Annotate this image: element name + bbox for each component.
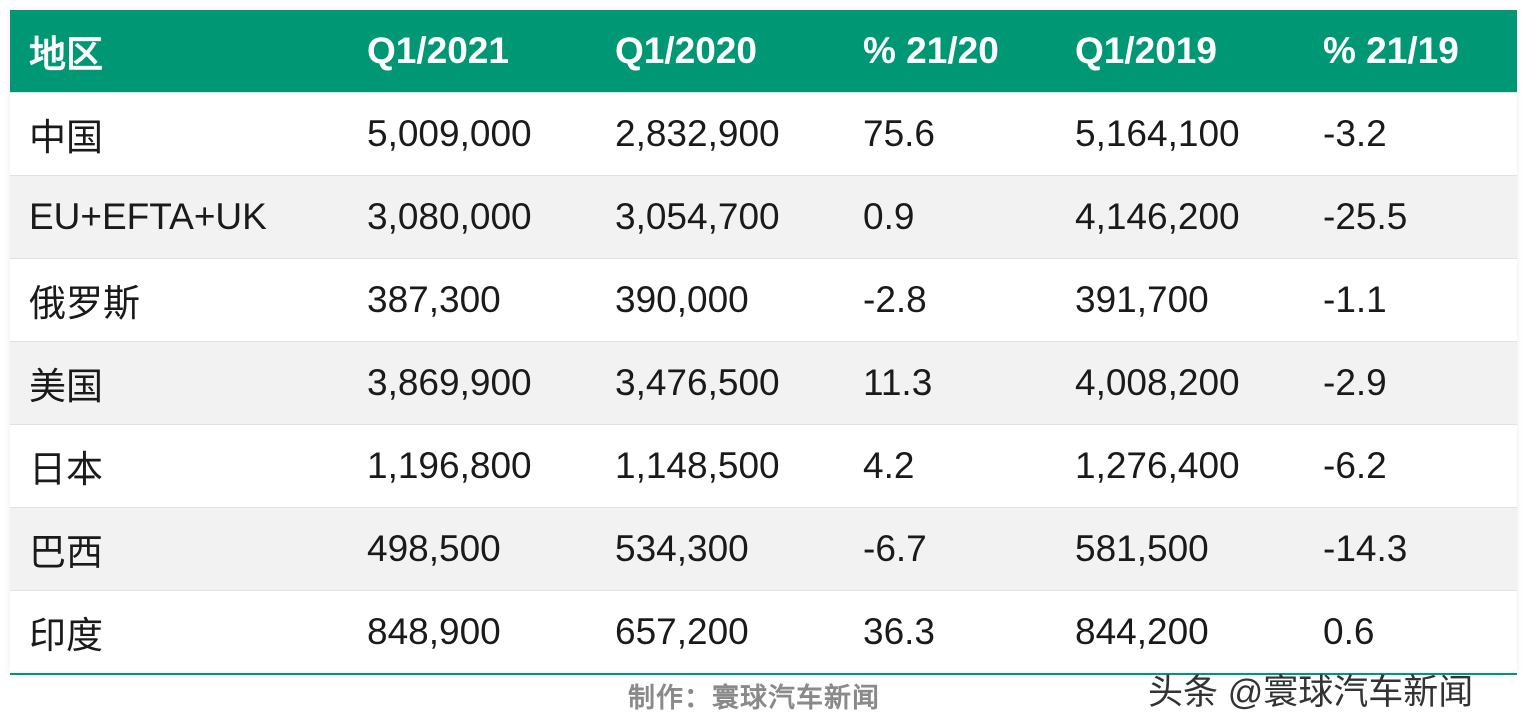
cell-q1-2020: 3,054,700 (615, 175, 863, 259)
header-cell-q1-2021: Q1/2021 (367, 30, 509, 71)
cell-pct-21-20: 11.3 (863, 341, 1075, 425)
sales-table: 地区 Q1/2021 Q1/2020 % 21/20 Q1/2019 % 21/… (10, 10, 1517, 675)
cell-q1-2021: 3,080,000 (367, 175, 615, 259)
cell-q1-2019: 5,164,100 (1075, 92, 1323, 176)
table-header-row: 地区 Q1/2021 Q1/2020 % 21/20 Q1/2019 % 21/… (10, 10, 1517, 93)
cell-q1-2020: 390,000 (615, 258, 863, 342)
cell-region: EU+EFTA+UK (10, 175, 367, 259)
cell-pct-21-20: 36.3 (863, 590, 1075, 674)
cell-q1-2021: 387,300 (367, 258, 615, 342)
header-cell-q1-2019: Q1/2019 (1075, 30, 1217, 71)
cell-pct-21-19: -14.3 (1323, 507, 1517, 591)
cell-q1-2021: 848,900 (367, 590, 615, 674)
table-row: 印度 848,900 657,200 36.3 844,200 0.6 (10, 590, 1517, 674)
cell-q1-2021: 1,196,800 (367, 424, 615, 508)
cell-q1-2019: 1,276,400 (1075, 424, 1323, 508)
table-row: EU+EFTA+UK 3,080,000 3,054,700 0.9 4,146… (10, 175, 1517, 259)
table-row: 中国 5,009,000 2,832,900 75.6 5,164,100 -3… (10, 92, 1517, 176)
cell-pct-21-20: 0.9 (863, 175, 1075, 259)
cell-region: 中国 (10, 92, 367, 176)
cell-q1-2021: 498,500 (367, 507, 615, 591)
watermark-text: 头条 @寰球汽车新闻 (1148, 673, 1474, 712)
cell-pct-21-19: 0.6 (1323, 590, 1517, 674)
cell-region: 印度 (10, 590, 367, 674)
cell-q1-2020: 2,832,900 (615, 92, 863, 176)
cell-pct-21-20: 4.2 (863, 424, 1075, 508)
cell-pct-21-19: -1.1 (1323, 258, 1517, 342)
cell-region: 日本 (10, 424, 367, 508)
cell-region: 美国 (10, 341, 367, 425)
header-cell-pct-21-19: % 21/19 (1323, 30, 1459, 71)
data-table-container: 地区 Q1/2021 Q1/2020 % 21/20 Q1/2019 % 21/… (10, 10, 1517, 675)
cell-q1-2019: 844,200 (1075, 590, 1323, 674)
cell-q1-2020: 3,476,500 (615, 341, 863, 425)
cell-pct-21-19: -2.9 (1323, 341, 1517, 425)
cell-q1-2019: 4,008,200 (1075, 341, 1323, 425)
cell-pct-21-19: -6.2 (1323, 424, 1517, 508)
cell-q1-2021: 3,869,900 (367, 341, 615, 425)
cell-region: 巴西 (10, 507, 367, 591)
cell-pct-21-20: -2.8 (863, 258, 1075, 342)
cell-q1-2020: 534,300 (615, 507, 863, 591)
header-cell-q1-2020: Q1/2020 (615, 30, 757, 71)
cell-region: 俄罗斯 (10, 258, 367, 342)
cell-pct-21-19: -3.2 (1323, 92, 1517, 176)
cell-q1-2021: 5,009,000 (367, 92, 615, 176)
cell-q1-2020: 1,148,500 (615, 424, 863, 508)
cell-q1-2019: 391,700 (1075, 258, 1323, 342)
cell-pct-21-19: -25.5 (1323, 175, 1517, 259)
table-row: 美国 3,869,900 3,476,500 11.3 4,008,200 -2… (10, 341, 1517, 425)
cell-q1-2020: 657,200 (615, 590, 863, 674)
header-cell-region: 地区 (29, 34, 103, 75)
table-row: 日本 1,196,800 1,148,500 4.2 1,276,400 -6.… (10, 424, 1517, 508)
cell-pct-21-20: -6.7 (863, 507, 1075, 591)
cell-q1-2019: 581,500 (1075, 507, 1323, 591)
header-cell-pct-21-20: % 21/20 (863, 30, 999, 71)
table-row: 巴西 498,500 534,300 -6.7 581,500 -14.3 (10, 507, 1517, 591)
cell-q1-2019: 4,146,200 (1075, 175, 1323, 259)
cell-pct-21-20: 75.6 (863, 92, 1075, 176)
table-row: 俄罗斯 387,300 390,000 -2.8 391,700 -1.1 (10, 258, 1517, 342)
credit-text: 制作：寰球汽车新闻 (628, 683, 880, 713)
